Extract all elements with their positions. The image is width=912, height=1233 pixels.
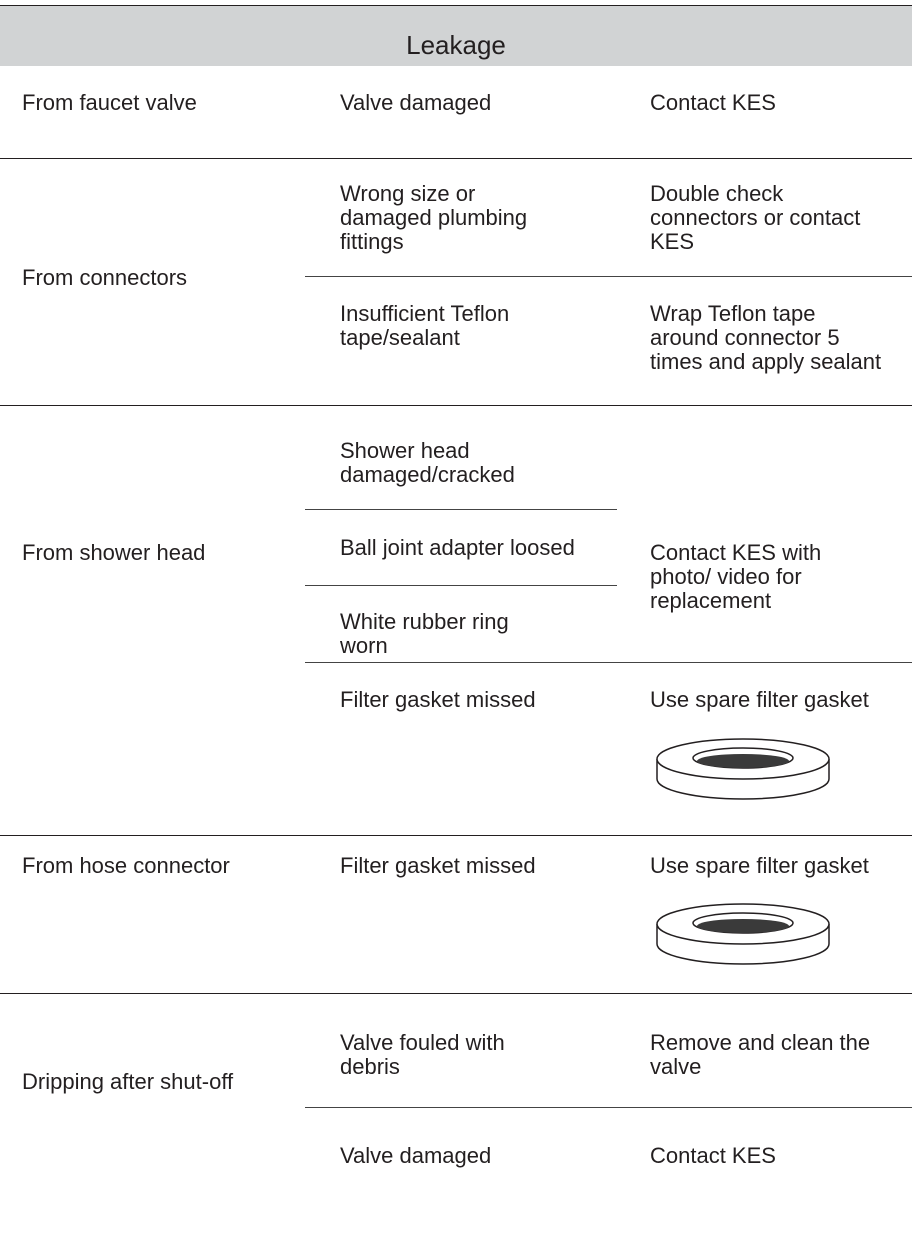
solution: Remove and clean the valve <box>650 1030 871 1079</box>
row-divider <box>0 835 912 836</box>
problem: From shower head <box>22 540 206 565</box>
cell-divider <box>305 1107 912 1108</box>
cause: Valve fouled with debris <box>340 1030 505 1079</box>
cause: Ball joint adapter loosed <box>340 535 575 560</box>
cell-divider <box>305 276 912 277</box>
solution: Contact KES <box>650 1143 776 1168</box>
solution: Contact KES <box>650 90 776 115</box>
row-divider <box>0 405 912 406</box>
solution: Use spare filter gasket <box>650 687 869 712</box>
problem: From hose connector <box>22 853 230 878</box>
cell-divider <box>305 509 617 510</box>
cause: Valve damaged <box>340 90 492 115</box>
cause: White rubber ring worn <box>340 609 509 658</box>
cause: Valve damaged <box>340 1143 492 1168</box>
problem: From faucet valve <box>22 90 197 115</box>
cell-divider <box>305 585 617 586</box>
gasket-icon <box>656 903 830 965</box>
table-title: Leakage <box>406 30 506 60</box>
solution: Contact KES with photo/ video for replac… <box>650 540 822 613</box>
cause: Filter gasket missed <box>340 687 536 712</box>
solution: Use spare filter gasket <box>650 853 869 878</box>
cause: Insufficient Teflon tape/sealant <box>340 301 510 350</box>
cause: Shower head damaged/cracked <box>340 438 515 487</box>
solution: Wrap Teflon tape around connector 5 time… <box>650 301 882 374</box>
cause: Filter gasket missed <box>340 853 536 878</box>
header-bar <box>0 5 912 66</box>
problem: Dripping after shut-off <box>22 1069 234 1094</box>
cell-divider <box>305 662 912 663</box>
cause: Wrong size or damaged plumbing fittings <box>340 181 528 254</box>
row-divider <box>0 158 912 159</box>
solution: Double check connectors or contact KES <box>650 181 861 254</box>
row-divider <box>0 993 912 994</box>
gasket-icon <box>656 738 830 800</box>
problem: From connectors <box>22 265 188 290</box>
